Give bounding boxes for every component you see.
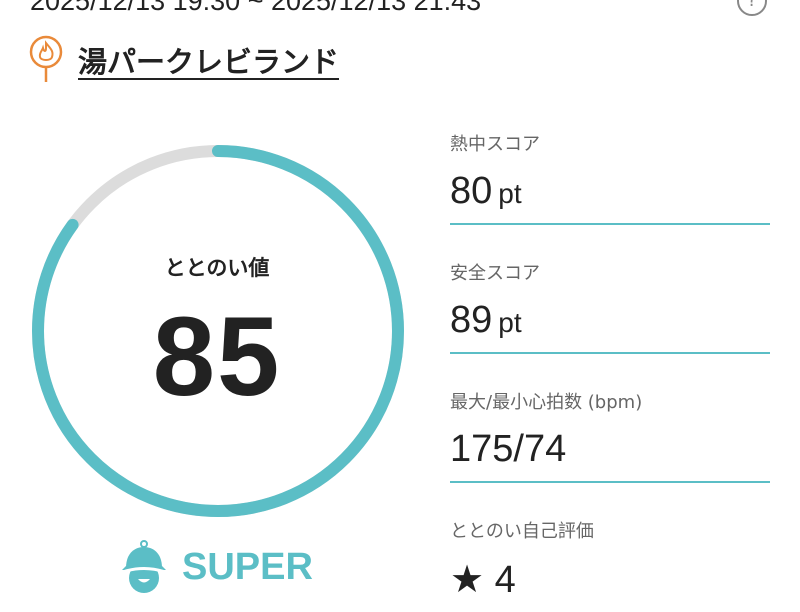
stat-label: 熱中スコア <box>450 134 540 155</box>
stat-safety-score: 安全スコア 89 pt <box>450 259 770 354</box>
gauge-value: 85 <box>152 294 282 419</box>
sauna-hat-icon <box>122 540 166 593</box>
gauge-label: ととのい値 <box>164 256 270 280</box>
date-range: 2025/12/13 19:30 ~ 2025/12/13 21:43 <box>30 0 482 16</box>
stat-value: ★ 4 <box>450 559 516 601</box>
stat-heat-score: 熱中スコア 80 pt <box>450 130 770 225</box>
stat-label: 最大/最小心拍数 (bpm) <box>450 392 643 413</box>
rank: SUPER <box>120 540 313 594</box>
gauge-arc <box>32 145 404 517</box>
stat-value: 80 <box>450 170 493 212</box>
stat-heart-rate: 最大/最小心拍数 (bpm) 175/74 <box>450 388 770 483</box>
facility-name[interactable]: 湯パークレビランド <box>78 45 340 79</box>
facility-link[interactable]: 湯パークレビランド <box>28 34 339 86</box>
stat-value: 175/74 <box>450 428 567 470</box>
stat-unit: pt <box>498 307 522 338</box>
stat-unit: pt <box>498 178 522 209</box>
stat-value: 89 <box>450 299 493 341</box>
rank-label: SUPER <box>182 545 313 588</box>
totonoi-gauge <box>32 145 404 517</box>
stat-label: 安全スコア <box>450 263 540 284</box>
question-circle-icon[interactable]: ? <box>737 0 767 16</box>
stat-self-rating: ととのい自己評価 ★ 4 <box>450 517 770 612</box>
stat-label: ととのい自己評価 <box>450 521 594 542</box>
fire-pin-icon <box>29 35 63 82</box>
